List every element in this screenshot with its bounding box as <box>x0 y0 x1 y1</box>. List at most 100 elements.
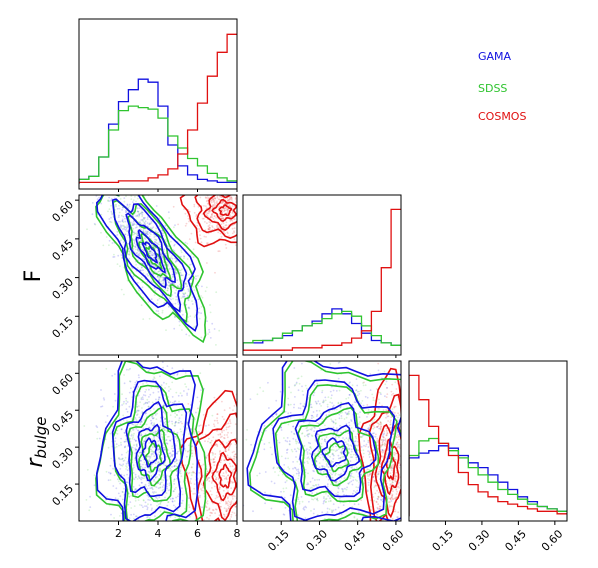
scatter-point-gama <box>382 433 385 436</box>
scatter-point-gama <box>317 450 320 452</box>
y-axis-label-r-bulge: rbulge <box>23 417 50 468</box>
scatter-point-gama <box>175 496 178 499</box>
scatter-point-gama <box>137 394 140 397</box>
scatter-point-gama <box>372 476 375 478</box>
scatter-point-gama <box>124 226 126 228</box>
scatter-point-cosmos <box>213 423 215 426</box>
scatter-point-gama <box>139 212 142 215</box>
scatter-point-cosmos <box>227 440 230 443</box>
scatter-point-gama <box>155 497 158 499</box>
scatter-point-gama <box>350 456 352 458</box>
scatter-point-gama <box>190 478 192 480</box>
scatter-point-cosmos <box>233 218 235 221</box>
scatter-point-sdss <box>383 443 386 446</box>
scatter-point-gama <box>170 454 173 456</box>
scatter-point-sdss <box>170 240 172 243</box>
scatter-point-cosmos <box>221 217 223 220</box>
scatter-point-gama <box>135 439 137 442</box>
scatter-point-gama <box>89 506 92 508</box>
scatter-point-cosmos <box>214 197 217 200</box>
scatter-point-sdss <box>285 487 288 489</box>
scatter-point-gama <box>137 253 140 256</box>
scatter-point-gama <box>140 465 143 468</box>
scatter-point-gama <box>317 400 320 403</box>
scatter-point-gama <box>124 220 127 223</box>
scatter-point-gama <box>176 285 179 288</box>
scatter-point-cosmos <box>216 419 219 422</box>
scatter-point-gama <box>317 455 320 457</box>
scatter-point-sdss <box>209 441 211 444</box>
scatter-point-sdss <box>119 265 121 268</box>
scatter-point-sdss <box>158 451 161 454</box>
scatter-point-gama <box>368 426 370 429</box>
scatter-point-sdss <box>345 441 347 443</box>
scatter-point-sdss <box>191 300 193 302</box>
scatter-point-cosmos <box>225 426 228 429</box>
scatter-point-gama <box>310 406 312 408</box>
scatter-point-cosmos <box>225 207 227 210</box>
scatter-point-sdss <box>351 475 353 478</box>
scatter-point-gama <box>144 391 147 393</box>
scatter-point-cosmos <box>223 207 226 210</box>
scatter-point-gama <box>138 214 141 216</box>
scatter-point-sdss <box>298 500 301 503</box>
scatter-point-sdss <box>211 414 214 417</box>
scatter-point-sdss <box>178 419 180 422</box>
scatter-point-sdss <box>193 289 196 292</box>
contour-cosmos <box>202 438 237 521</box>
scatter-point-sdss <box>339 412 342 415</box>
scatter-point-gama <box>337 457 340 460</box>
scatter-point-cosmos <box>234 423 237 426</box>
scatter-point-sdss <box>357 475 360 478</box>
scatter-point-sdss <box>190 263 193 265</box>
scatter-point-cosmos <box>212 198 215 201</box>
scatter-point-gama <box>160 384 163 386</box>
scatter-point-sdss <box>159 483 162 486</box>
scatter-point-cosmos <box>211 512 214 514</box>
scatter-point-cosmos <box>397 444 400 446</box>
scatter-point-sdss <box>188 334 191 337</box>
scatter-point-cosmos <box>220 500 223 502</box>
scatter-point-sdss <box>140 246 143 249</box>
scatter-point-cosmos <box>229 444 231 447</box>
scatter-point-gama <box>125 481 128 484</box>
scatter-point-gama <box>125 462 128 465</box>
scatter-point-gama <box>123 446 126 449</box>
scatter-point-cosmos <box>386 432 389 435</box>
scatter-point-gama <box>292 425 295 428</box>
scatter-point-sdss <box>301 432 304 435</box>
panel-frame-hist-R <box>408 360 568 522</box>
y-tick-label: 0.30 <box>50 445 77 472</box>
scatter-point-sdss <box>120 441 122 444</box>
scatter-point-sdss <box>185 283 187 285</box>
scatter-point-sdss <box>159 467 162 470</box>
scatter-point-sdss <box>308 458 311 460</box>
scatter-point-gama <box>327 478 330 481</box>
scatter-point-gama <box>154 290 157 292</box>
scatter-point-cosmos <box>389 501 391 503</box>
scatter-point-sdss <box>314 497 316 500</box>
scatter-point-sdss <box>178 324 181 327</box>
scatter-point-sdss <box>397 416 399 419</box>
scatter-point-sdss <box>187 320 189 323</box>
scatter-point-sdss <box>125 230 128 233</box>
scatter-point-sdss <box>186 258 189 260</box>
scatter-point-cosmos <box>201 489 203 492</box>
scatter-point-cosmos <box>227 474 229 477</box>
scatter-point-cosmos <box>374 492 377 495</box>
y-tick-label: 0.45 <box>50 237 77 264</box>
scatter-point-cosmos <box>393 458 396 461</box>
scatter-point-sdss <box>201 296 204 299</box>
scatter-point-cosmos <box>393 477 396 480</box>
scatter-point-gama <box>307 456 310 459</box>
scatter-point-cosmos <box>386 495 389 498</box>
scatter-point-gama <box>312 394 315 397</box>
scatter-point-sdss <box>180 249 183 252</box>
scatter-point-cosmos <box>233 230 235 233</box>
scatter-point-gama <box>343 470 346 473</box>
scatter-point-cosmos <box>398 447 401 449</box>
scatter-point-sdss <box>297 477 300 480</box>
scatter-point-gama <box>166 485 168 488</box>
scatter-point-gama <box>331 461 334 463</box>
scatter-point-gama <box>325 475 328 478</box>
